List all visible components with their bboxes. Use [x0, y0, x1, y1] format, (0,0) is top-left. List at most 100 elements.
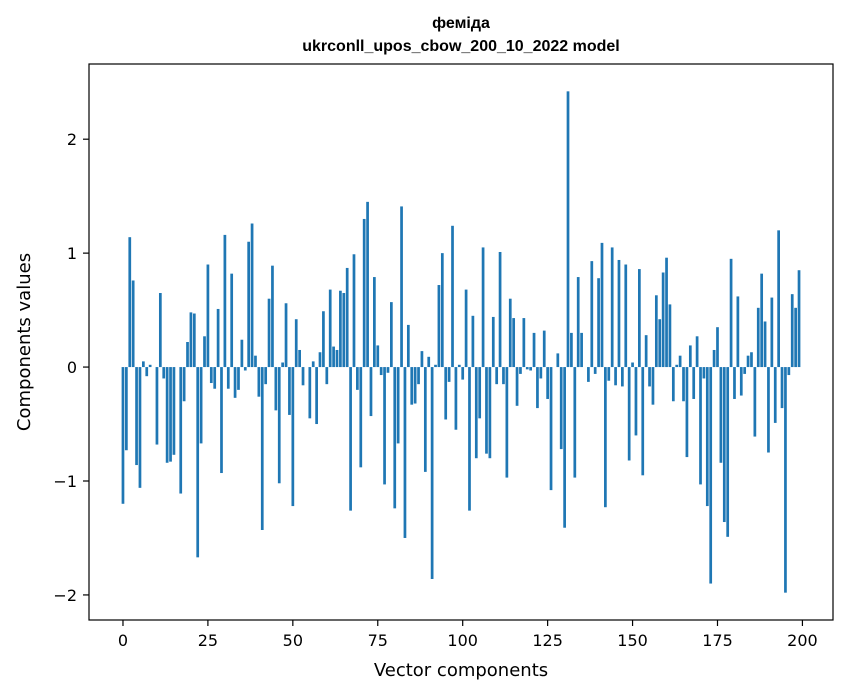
bar-197: [790, 294, 794, 368]
bar-125: [546, 367, 549, 399]
bar-115: [512, 318, 516, 368]
bar-172: [705, 367, 709, 507]
bar-103: [471, 315, 475, 368]
bar-62: [332, 346, 335, 368]
bar-32: [230, 273, 234, 368]
bar-42: [264, 367, 268, 385]
bar-33: [233, 367, 237, 398]
bar-190: [767, 367, 770, 453]
bar-191: [770, 297, 774, 368]
x-tick-label-100: 100: [447, 631, 478, 650]
bar-12: [162, 367, 166, 379]
bar-29: [220, 367, 223, 474]
bar-188: [760, 273, 764, 368]
bar-158: [658, 319, 662, 368]
bar-145: [614, 367, 617, 386]
bar-160: [665, 257, 668, 368]
bar-180: [733, 367, 736, 399]
bar-141: [600, 242, 604, 368]
bar-81: [396, 367, 400, 444]
bar-176: [719, 367, 723, 463]
bar-99: [457, 364, 461, 368]
bar-5: [138, 367, 142, 488]
bar-107: [485, 367, 488, 454]
bar-151: [634, 367, 638, 436]
x-axis-ticks: 0 25 50 75 100 125 150 175 200: [118, 620, 818, 650]
bar-169: [695, 336, 699, 368]
bar-11: [158, 293, 162, 368]
bar-97: [451, 225, 454, 368]
bar-166: [685, 367, 689, 458]
bar-15: [172, 367, 176, 455]
bar-194: [780, 367, 784, 409]
chart-title-line-1: феміда: [432, 15, 490, 32]
bar-80: [393, 367, 397, 509]
bar-177: [722, 367, 726, 523]
bar-189: [763, 321, 767, 368]
bar-1: [125, 367, 128, 451]
bar-13: [165, 367, 169, 463]
bar-49: [288, 367, 291, 415]
x-tick-label-25: 25: [198, 631, 218, 650]
bar-77: [383, 367, 386, 485]
bar-129: [559, 367, 563, 450]
bar-66: [345, 267, 349, 368]
bar-93: [437, 285, 441, 368]
bar-31: [226, 367, 230, 389]
bar-159: [661, 272, 665, 368]
bar-46: [277, 367, 281, 484]
bar-192: [773, 367, 777, 423]
bar-102: [468, 367, 471, 511]
bar-132: [570, 332, 573, 368]
bar-183: [743, 367, 747, 374]
bar-37: [247, 241, 251, 368]
bar-143: [607, 367, 611, 381]
bar-117: [519, 367, 522, 374]
bar-38: [250, 223, 254, 368]
bar-7: [145, 367, 149, 377]
x-tick-label-125: 125: [532, 631, 563, 650]
bar-21: [192, 313, 196, 368]
bar-139: [593, 367, 597, 374]
bar-51: [294, 319, 298, 368]
bar-148: [624, 264, 628, 368]
x-tick-label-175: 175: [702, 631, 733, 650]
bar-123: [539, 367, 543, 379]
bar-196: [787, 367, 791, 376]
bar-161: [668, 304, 672, 368]
bar-26: [209, 367, 213, 384]
bar-75: [376, 345, 380, 368]
plot-frame: [88, 63, 834, 621]
bar-119: [525, 367, 529, 370]
bar-59: [322, 311, 325, 368]
bar-164: [678, 355, 682, 368]
bar-24: [203, 336, 206, 368]
bar-118: [522, 318, 526, 368]
bar-109: [491, 316, 495, 368]
bar-72: [366, 201, 369, 368]
y-tick-label--2: −2: [53, 586, 77, 605]
bar-67: [349, 367, 352, 511]
x-tick-label-0: 0: [118, 631, 128, 650]
bar-193: [777, 230, 780, 368]
bar-30: [223, 234, 227, 368]
bar-41: [260, 367, 264, 530]
bar-184: [746, 355, 750, 368]
bar-6: [142, 361, 145, 368]
bar-57: [315, 367, 318, 425]
bar-92: [434, 364, 437, 368]
bar-122: [536, 367, 539, 409]
y-axis-label: Components values: [14, 253, 35, 431]
bar-138: [590, 261, 594, 368]
bar-187: [756, 307, 760, 368]
bar-23: [199, 367, 203, 444]
bar-25: [206, 264, 210, 368]
bar-60: [325, 367, 329, 385]
bar-131: [566, 91, 570, 368]
bar-153: [641, 367, 645, 476]
bar-104: [474, 367, 478, 459]
y-tick-label-0: 0: [67, 358, 77, 377]
bar-85: [410, 367, 414, 405]
